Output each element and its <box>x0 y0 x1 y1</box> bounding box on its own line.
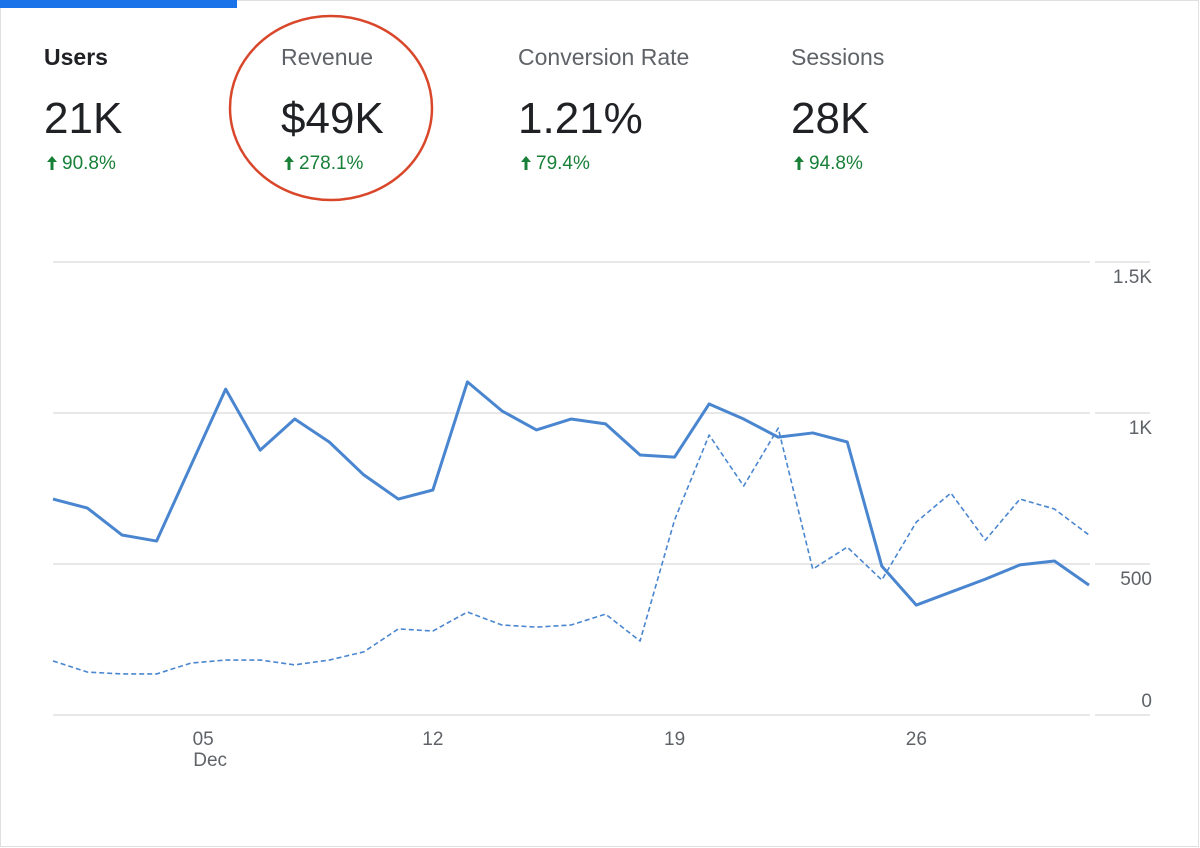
axis-gap <box>1090 260 1095 717</box>
metric-change: 94.8% <box>809 153 863 174</box>
metric-value: 28K <box>791 94 869 143</box>
metric-label: Sessions <box>791 44 884 70</box>
metric-change: 278.1% <box>299 153 364 174</box>
metric-label: Users <box>44 44 108 70</box>
y-tick-label: 0 <box>1141 691 1152 712</box>
metric-label: Revenue <box>281 44 373 70</box>
x-tick-label: 26 <box>906 729 927 750</box>
x-tick-label: 12 <box>422 729 443 750</box>
x-tick-label: 19 <box>664 729 685 750</box>
metric-value: 1.21% <box>518 94 643 143</box>
y-tick-label: 1.5K <box>1113 267 1152 288</box>
metric-value: 21K <box>44 94 122 143</box>
metric-value: $49K <box>281 94 384 143</box>
series-line <box>52 380 1090 607</box>
metric-change: 90.8% <box>62 153 116 174</box>
up-arrow <box>47 156 57 170</box>
comparison-line <box>52 427 1090 675</box>
metric-label: Conversion Rate <box>518 44 689 70</box>
up-arrow <box>521 156 531 170</box>
y-tick-label: 1K <box>1129 418 1153 439</box>
highlight-circle <box>228 14 434 202</box>
up-arrow <box>284 156 294 170</box>
y-tick-label: 500 <box>1120 569 1152 590</box>
metric-change: 79.4% <box>536 153 590 174</box>
x-month-label: Dec <box>193 750 227 771</box>
active-tab-indicator <box>0 0 237 8</box>
x-tick-label: 05 <box>193 729 214 750</box>
up-arrow <box>794 156 804 170</box>
